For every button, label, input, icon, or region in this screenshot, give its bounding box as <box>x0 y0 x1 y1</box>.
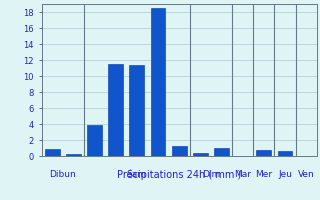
X-axis label: Précipitations 24h ( mm ): Précipitations 24h ( mm ) <box>117 170 241 180</box>
Bar <box>130 65 144 156</box>
Bar <box>108 64 123 156</box>
Bar <box>193 153 208 156</box>
Bar <box>278 151 292 156</box>
Text: Mer: Mer <box>255 170 272 179</box>
Text: Mar: Mar <box>234 170 251 179</box>
Bar <box>45 149 60 156</box>
Text: Sam: Sam <box>127 170 147 179</box>
Bar <box>214 148 229 156</box>
Bar <box>172 146 187 156</box>
Bar <box>151 8 165 156</box>
Bar <box>256 150 271 156</box>
Text: Dibun: Dibun <box>49 170 76 179</box>
Bar <box>66 154 81 156</box>
Bar <box>87 125 102 156</box>
Text: Jeu: Jeu <box>278 170 292 179</box>
Text: Dim: Dim <box>202 170 220 179</box>
Text: Ven: Ven <box>298 170 315 179</box>
